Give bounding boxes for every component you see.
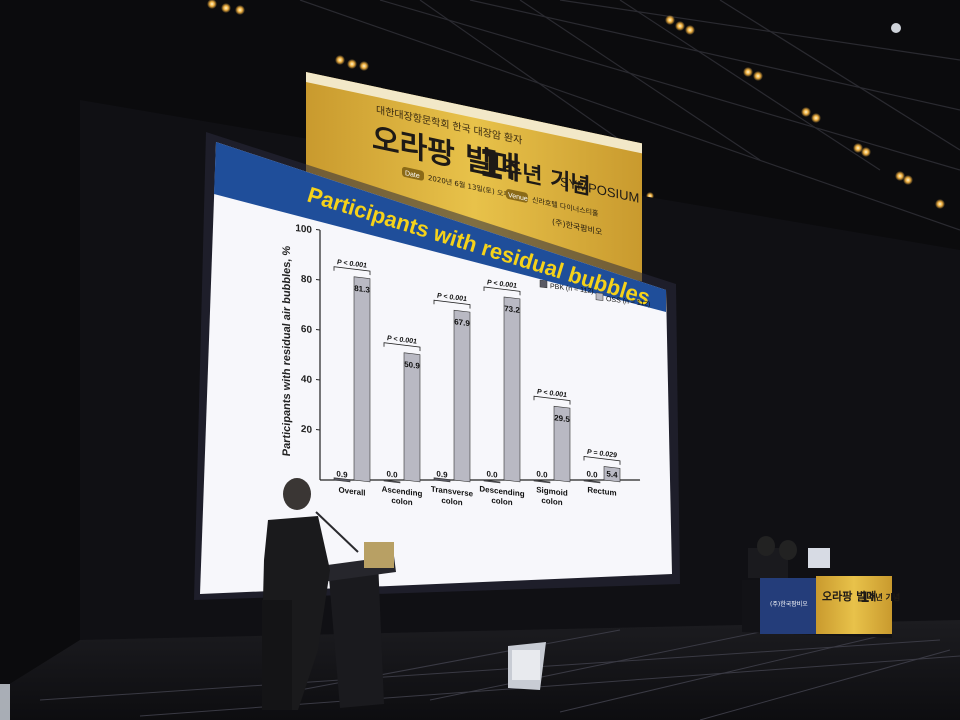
symposium-banner: 대한대장항문학회 한국 대장암 환자 오라팡 발매 1 주년 기념 SYMPOS… [306,72,642,282]
projection-screen: Participants with residual bubbles [194,132,680,600]
ceiling-lights [207,0,945,274]
speaker [262,478,330,710]
bar-pbk [333,477,351,483]
p-value-label: P < 0.001 [437,293,467,304]
bar-value-label: 50.9 [404,360,420,371]
p-bracket [333,266,371,276]
category-label: colon [491,496,512,508]
bar-value-label: 5.4 [606,469,618,479]
water-bottle [0,684,10,720]
podium-sign [364,542,394,568]
y-tick-label: 100 [295,223,312,236]
stage-monitor [508,642,546,690]
y-tick-label: 40 [301,374,313,386]
p-value-label: P < 0.001 [337,259,367,270]
bar-value-label: 67.9 [454,317,470,328]
category-label: colon [441,496,462,508]
bar-value-label: 73.2 [504,304,520,315]
podium [328,560,384,708]
p-value-label: P < 0.001 [537,389,567,400]
legend-swatch-pbk [539,279,548,289]
bar-pbk [433,477,451,483]
bar-value-label: 0.0 [486,469,498,479]
bar-pbk [483,479,501,484]
table-front-blue [760,578,816,634]
table-sign-suffix: 주년 기념 [868,592,900,602]
table-sign-number: 1 [860,590,870,606]
legend-swatch-oss [595,292,604,301]
podium-area [262,478,396,710]
table-sign-text: 오라팡 발매 [822,589,876,603]
p-value-label: P < 0.001 [387,335,417,346]
ceiling-grid [299,0,960,231]
y-axis-label: Participants with residual air bubbles, … [281,245,293,457]
bar-oss [453,309,471,483]
bar-pbk [533,479,551,484]
p-value-label: P < 0.001 [487,279,517,290]
slide-header-band [214,142,666,312]
bar-value-label: 29.5 [554,413,570,424]
y-tick-label: 20 [301,424,313,436]
category-label: Sigmoid [536,485,568,498]
banner-number: 1 [478,140,504,190]
category-label: colon [541,496,562,508]
bar-value-label: 81.3 [354,284,370,295]
bar-oss [503,296,521,483]
p-bracket [483,286,521,296]
p-value-label: P = 0.029 [587,449,617,460]
banner-date-tag: Date [405,170,420,180]
bar-value-label: 0.0 [586,469,598,479]
banner-venue-tag: Venue [508,192,528,203]
table-front-gold [816,576,892,634]
bar-pbk [383,479,401,484]
bar-oss [353,276,371,483]
bar-oss [603,466,621,483]
category-label: Rectum [587,485,616,497]
bar-oss [553,405,571,483]
y-tick-label: 80 [301,274,313,286]
bar-oss [403,352,421,483]
bar-pbk [583,479,601,484]
bar-value-label: 0.0 [536,469,548,479]
category-label: colon [391,496,412,508]
bar-value-label: 0.9 [336,469,348,479]
panel-table: (주)한국팜비오 오라팡 발매 1 주년 기념 [742,536,900,638]
p-bracket [433,299,471,309]
y-tick-label: 60 [301,324,313,336]
table-logo: (주)한국팜비오 [770,600,808,608]
p-bracket [583,456,621,465]
p-bracket [533,395,571,405]
x-axis [319,479,641,481]
p-bracket [383,342,421,352]
bar-value-label: 0.9 [436,469,448,479]
bar-value-label: 0.0 [386,469,398,479]
category-label: Overall [338,485,365,497]
